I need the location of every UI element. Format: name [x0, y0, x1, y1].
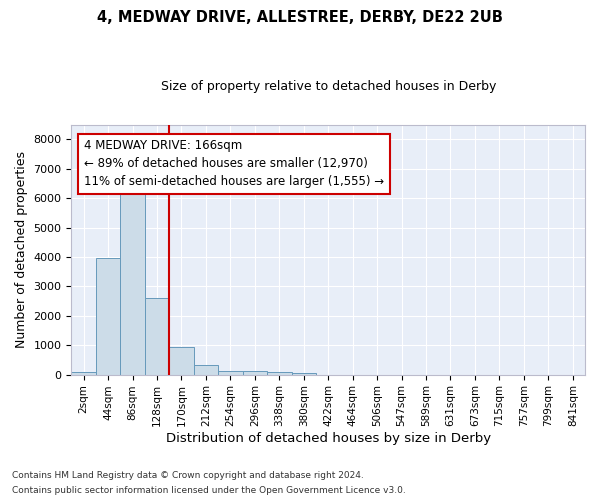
Bar — [121, 182, 145, 374]
Bar — [218, 371, 242, 374]
Title: Size of property relative to detached houses in Derby: Size of property relative to detached ho… — [161, 80, 496, 93]
Text: 4, MEDWAY DRIVE, ALLESTREE, DERBY, DE22 2UB: 4, MEDWAY DRIVE, ALLESTREE, DERBY, DE22 … — [97, 10, 503, 25]
Bar — [169, 346, 194, 374]
Bar — [71, 372, 96, 374]
Bar — [96, 258, 121, 374]
X-axis label: Distribution of detached houses by size in Derby: Distribution of detached houses by size … — [166, 432, 491, 445]
Bar — [242, 372, 267, 374]
Y-axis label: Number of detached properties: Number of detached properties — [15, 151, 28, 348]
Text: Contains HM Land Registry data © Crown copyright and database right 2024.: Contains HM Land Registry data © Crown c… — [12, 471, 364, 480]
Bar — [145, 298, 169, 374]
Text: Contains public sector information licensed under the Open Government Licence v3: Contains public sector information licen… — [12, 486, 406, 495]
Bar — [194, 366, 218, 374]
Text: 4 MEDWAY DRIVE: 166sqm
← 89% of detached houses are smaller (12,970)
11% of semi: 4 MEDWAY DRIVE: 166sqm ← 89% of detached… — [84, 140, 384, 188]
Bar — [292, 373, 316, 374]
Bar — [267, 372, 292, 374]
